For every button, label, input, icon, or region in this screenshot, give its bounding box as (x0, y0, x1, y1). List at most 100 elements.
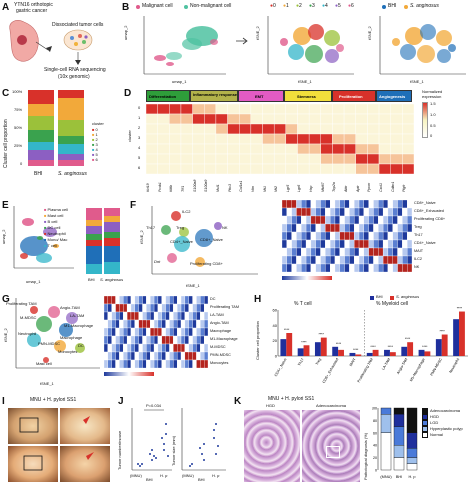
g-label-mast: Mast cell (36, 361, 52, 366)
d-heat-cell (215, 104, 228, 115)
d-colorbar (422, 102, 428, 138)
heat-cell (315, 255, 321, 265)
panel-a: A YTN16 orthotopic gastric cancer Dissoc… (0, 0, 118, 90)
d-norm-tick: 1.0 (430, 112, 436, 117)
panel-letter: F (130, 200, 137, 211)
d-heat-cell (343, 104, 356, 115)
d-gene-label: Pkc3 (227, 184, 232, 192)
heat-cell (196, 303, 201, 313)
h-ytick: 60 (273, 308, 278, 313)
heat-cell (291, 215, 297, 225)
d-heat-cell (180, 163, 193, 174)
a-seq-2: (10x genomic) (58, 74, 90, 80)
heat-cell (123, 319, 128, 329)
heat-cell (373, 255, 379, 265)
heat-cell (397, 255, 403, 265)
heat-cell (325, 223, 331, 233)
heat-cell (134, 311, 139, 321)
heat-cell (115, 327, 120, 337)
heat-cell (134, 359, 139, 368)
heat-cell (180, 303, 186, 313)
heat-cell (142, 327, 147, 337)
k-zoom-box (326, 446, 340, 458)
heat-cell (123, 359, 128, 368)
k-bar-segment (380, 407, 392, 415)
d-heat-cell (343, 153, 356, 165)
heat-cell (188, 327, 193, 337)
heat-cell (334, 263, 340, 272)
d-heat-cell (367, 133, 380, 145)
heat-cell (286, 239, 292, 249)
heat-cell (142, 343, 147, 353)
d-heat-cell (157, 163, 170, 174)
d-heat-cell (262, 123, 275, 135)
heat-cell (134, 351, 139, 361)
heat-cell (146, 296, 151, 305)
d-heat-cell (273, 113, 287, 125)
d-heat-cell (378, 163, 391, 174)
heat-cell (177, 303, 182, 313)
d-gene-label: S100a8 (192, 179, 197, 192)
heat-cell (291, 200, 297, 209)
heat-cell (200, 351, 205, 361)
d-heat-cell (297, 153, 310, 165)
heat-cell (368, 247, 374, 257)
heat-cell (192, 343, 197, 353)
heat-cell (305, 247, 312, 257)
heat-cell (157, 335, 162, 345)
heat-cell (150, 359, 155, 368)
heat-cell (363, 223, 369, 233)
d-heat-cell (204, 123, 217, 135)
e-x-label: umap_1 (26, 279, 41, 284)
k-bar-segment (406, 463, 418, 471)
heat-cell (111, 327, 116, 337)
k-xlabel: H. p (409, 475, 416, 479)
heat-cell (325, 207, 331, 217)
d-heat-cell (192, 153, 205, 165)
heat-cell (123, 303, 128, 313)
d-heat-cell (192, 113, 205, 125)
panel-letter: I (2, 396, 5, 407)
heat-cell (320, 255, 326, 265)
heat-cell (177, 359, 182, 368)
heat-cell (119, 311, 124, 321)
d-heat-cell (215, 153, 228, 165)
heat-cell (126, 359, 132, 368)
d-heat-cell (378, 143, 391, 155)
heat-cell (203, 335, 208, 345)
e-legend-item: ■ B cell (44, 219, 58, 224)
heat-cell (310, 207, 316, 217)
heat-cell (192, 296, 197, 305)
heat-row-label: Monocytes (210, 361, 229, 365)
heat-cell (192, 335, 197, 345)
heat-cell (282, 247, 287, 257)
heat-cell (301, 223, 307, 233)
heat-cell (153, 319, 159, 329)
k-bar-segment (406, 432, 418, 449)
h-bar (372, 349, 379, 356)
heat-cell (177, 296, 182, 305)
heat-cell (126, 327, 132, 337)
d-gene-label: Ppcm (367, 182, 372, 192)
heat-cell (354, 247, 360, 257)
d-heat-cell (169, 143, 182, 155)
heat-cell (354, 231, 360, 241)
c-ytick: 25% (14, 143, 23, 148)
heat-cell (282, 200, 287, 209)
f-label-dnt: Dnt (154, 259, 161, 264)
k-histology-left (244, 410, 300, 482)
malignant-dot (136, 5, 140, 9)
d-heat-cell (273, 133, 287, 145)
heat-cell (126, 351, 132, 361)
heat-cell (130, 351, 135, 361)
heat-cell (184, 296, 189, 305)
heat-cell (153, 359, 159, 368)
i-photo-3 (8, 446, 58, 482)
heat-cell (169, 335, 174, 345)
heat-cell (334, 207, 340, 217)
d-heat-cell (262, 113, 275, 125)
g-label-la: LA-TAM (70, 313, 85, 318)
heat-cell (392, 207, 398, 217)
b-umap-y-label: umap_2 (123, 25, 128, 40)
heat-cell (320, 247, 326, 257)
